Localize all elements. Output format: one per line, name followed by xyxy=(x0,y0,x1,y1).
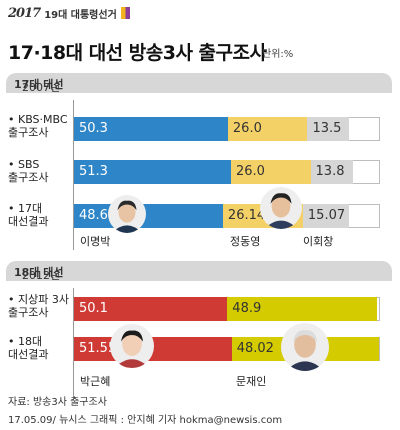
data-label: 26.0 xyxy=(232,121,262,136)
candidate-name: 정동영 xyxy=(230,235,261,248)
candidate-name: 박근혜 xyxy=(80,375,111,388)
row-label: • 18대 대선결과 xyxy=(8,335,48,361)
bar-segment xyxy=(227,297,377,321)
data-label: 13.8 xyxy=(315,164,345,179)
row-label-line: 출구조사 xyxy=(8,126,49,139)
candidate-name: 이회창 xyxy=(303,235,334,248)
data-label: 50.1 xyxy=(79,301,108,316)
row-label: • SBS 출구조사 xyxy=(8,158,48,184)
bar-segment xyxy=(302,204,350,228)
logo-mark: 2017 xyxy=(8,5,41,21)
candidate-photo xyxy=(110,324,154,368)
row-label-line: 출구조사 xyxy=(8,306,49,319)
candidate-photo xyxy=(108,195,146,233)
candidate-photo xyxy=(281,323,329,371)
section-label: 18대 대선 xyxy=(14,266,64,279)
candidate-photo xyxy=(260,187,302,229)
data-label: 48.02 xyxy=(236,341,274,356)
bar-segment xyxy=(227,117,308,141)
section-header-2012: 2012년 18대 대선 xyxy=(6,261,392,282)
row-label: • 지상파 3사 출구조사 xyxy=(8,293,69,319)
section-label: 17대 대선 xyxy=(14,78,64,91)
data-label: 26.0 xyxy=(235,164,265,179)
logo: 2017 19대 대통령선거 xyxy=(8,4,130,22)
candidate-name: 문재인 xyxy=(236,375,267,388)
bar-segment xyxy=(74,160,231,184)
section-year: 2012년 xyxy=(22,269,61,282)
data-label: 13.5 xyxy=(312,121,342,136)
bar-segment xyxy=(74,204,223,228)
data-label: 51.3 xyxy=(79,164,108,179)
data-label: 48.9 xyxy=(232,301,262,316)
row-label-line: 출구조사 xyxy=(8,171,49,184)
row-label: • 17대 대선결과 xyxy=(8,202,48,228)
section-header-2007: 2007년 17대 대선 xyxy=(6,73,392,94)
row-label-line: • SBS xyxy=(8,158,40,171)
row-label-line: 대선결과 xyxy=(8,215,49,228)
bar-segment xyxy=(74,117,228,141)
row-label-line: • KBS·MBC xyxy=(8,113,68,126)
axis-line-2012 xyxy=(73,288,74,400)
bar-segment xyxy=(74,297,228,321)
bar-segment xyxy=(230,160,311,184)
data-label: 50.3 xyxy=(79,121,108,136)
unit-label: 단위:% xyxy=(262,49,294,60)
bar-segment xyxy=(310,160,353,184)
logo-subtitle: 19대 대통령선거 xyxy=(44,9,117,21)
row-label-line: 대선결과 xyxy=(8,348,49,361)
source-note: 자료: 방송3사 출구조사 xyxy=(8,397,107,408)
chart-title: 17·18대 대선 방송3사 출구조사 xyxy=(8,42,267,64)
data-label: 15.07 xyxy=(307,208,346,223)
candidate-name: 이명박 xyxy=(80,235,111,248)
axis-line-2007 xyxy=(73,100,74,250)
credit-line: 17.05.09/ 뉴시스 그래픽 : 안지혜 기자 hokma@newsis.… xyxy=(8,415,283,426)
data-label: 51.55 xyxy=(79,341,117,356)
section-year: 2007년 xyxy=(22,81,61,94)
ballot-box-icon xyxy=(120,7,130,19)
row-label-line: • 지상파 3사 xyxy=(8,293,69,306)
row-label-line: • 17대 xyxy=(8,202,43,215)
row-label: • KBS·MBC 출구조사 xyxy=(8,113,68,139)
data-label: 26.14 xyxy=(227,208,266,223)
row-label-line: • 18대 xyxy=(8,335,43,348)
bar-segment xyxy=(307,117,349,141)
data-label: 48.67 xyxy=(79,208,117,223)
